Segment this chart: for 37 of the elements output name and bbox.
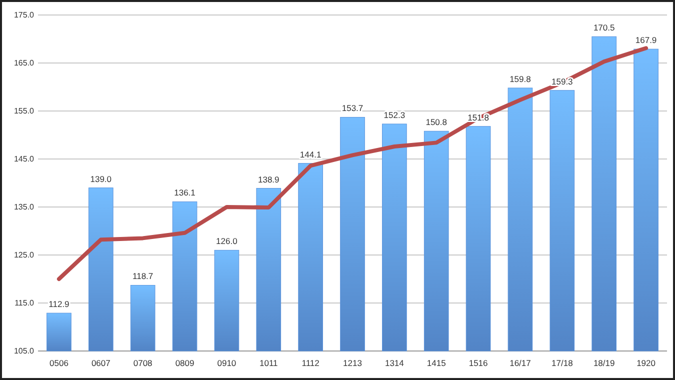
x-tick-label: 0708: [133, 358, 153, 368]
x-tick-label: 0506: [50, 358, 69, 368]
y-tick-label: 155.0: [14, 106, 35, 116]
data-label: 126.0: [216, 236, 238, 246]
y-tick-label: 125.0: [14, 250, 35, 260]
data-label: 167.9: [635, 35, 657, 46]
data-label: 150.8: [426, 117, 448, 128]
y-tick-label: 175.0: [14, 10, 35, 20]
data-label: 159.8: [510, 74, 532, 84]
x-tick-label: 1011: [259, 358, 278, 368]
x-tick-label: 0910: [217, 358, 236, 368]
x-tick-label: 18/19: [593, 358, 616, 368]
x-tick-label: 1314: [384, 358, 404, 368]
data-label: 139.0: [90, 174, 112, 184]
x-tick-label: 17/18: [552, 358, 574, 368]
x-tick-label: 1516: [468, 358, 488, 368]
y-tick-label: 145.0: [14, 154, 35, 164]
x-tick-label: 0607: [91, 358, 111, 368]
x-tick-label: 16/17: [510, 358, 532, 368]
y-tick-label: 135.0: [14, 202, 35, 212]
y-tick-label: 115.0: [14, 298, 35, 308]
data-label: 170.5: [593, 22, 616, 33]
x-tick-label: 1920: [636, 358, 656, 368]
x-tick-label: 1415: [426, 358, 446, 368]
data-label: 144.1: [300, 149, 322, 160]
data-label: 138.9: [258, 174, 280, 184]
data-label: 152.3: [384, 110, 406, 120]
data-label: 136.1: [174, 188, 196, 198]
data-label: 112.9: [48, 299, 70, 310]
line-series: [56, 46, 648, 281]
y-tick-label: 165.0: [14, 58, 35, 68]
data-label: 153.7: [342, 103, 364, 114]
x-tick-label: 1112: [302, 358, 320, 368]
x-tick-label: 1213: [343, 358, 362, 368]
data-label: 118.7: [132, 271, 154, 282]
x-tick-label: 0809: [175, 358, 194, 368]
y-tick-label: 105.0: [14, 346, 35, 356]
